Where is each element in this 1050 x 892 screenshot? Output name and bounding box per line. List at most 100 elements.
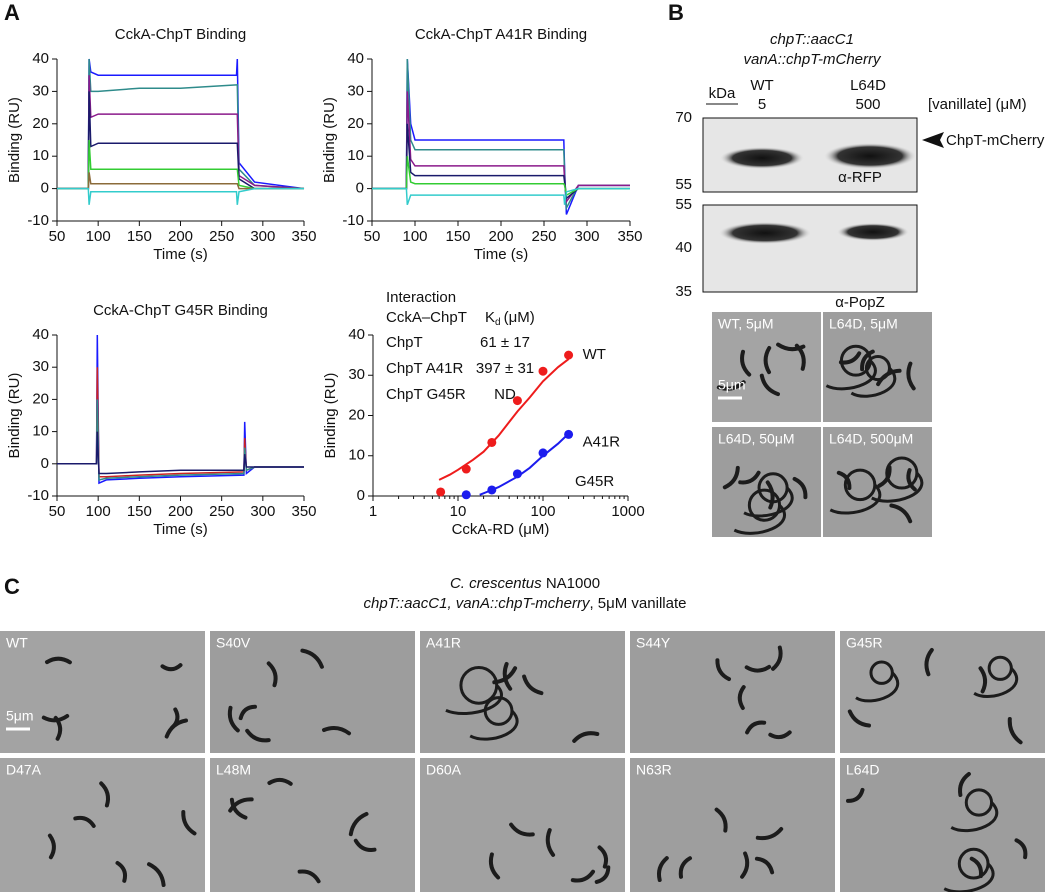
band [719, 222, 811, 244]
cell [740, 851, 750, 879]
arrowhead [922, 132, 944, 148]
y-axis-label: Binding (RU) [6, 373, 23, 459]
panel-c-title: C. crescentus NA1000 [450, 575, 600, 592]
cell [266, 661, 278, 688]
blot-title: chpT::aacC1 [770, 31, 854, 48]
x-tick-label: 100 [86, 503, 111, 520]
filament [469, 709, 519, 741]
micrograph [823, 312, 932, 422]
cell [545, 828, 556, 857]
cell [715, 658, 731, 682]
kd-unit: (μM) [504, 309, 535, 326]
cell [228, 797, 254, 813]
marker: 70 [675, 109, 692, 126]
x-tick-label: 250 [531, 228, 556, 245]
cell [509, 822, 535, 837]
cell [738, 470, 761, 485]
x-axis-label: CckA-RD (μM) [452, 521, 550, 538]
y-axis-label: Binding (RU) [321, 97, 338, 183]
scale-label: 5μm [6, 708, 34, 724]
cell [1014, 838, 1028, 860]
point [538, 366, 548, 376]
antibody: α-RFP [838, 169, 882, 186]
point [461, 490, 471, 500]
table-cell: ND [494, 386, 516, 403]
y-tick-label: 20 [32, 390, 49, 407]
micrograph-shade [630, 758, 835, 892]
sensorgram [372, 187, 630, 206]
panel-label: C [4, 574, 20, 599]
cell [958, 772, 971, 797]
x-tick-label: 200 [488, 228, 513, 245]
filament [843, 468, 877, 502]
cell [229, 797, 248, 820]
point [564, 429, 574, 439]
sensorgram [57, 75, 305, 190]
sensorgram [57, 367, 304, 478]
cell [978, 666, 988, 694]
filament [825, 359, 877, 391]
cell [300, 648, 324, 669]
y-tick-label: 30 [348, 366, 365, 383]
y-tick-label: 40 [348, 326, 365, 343]
panel-label: B [668, 0, 684, 25]
cell [906, 468, 917, 492]
kda: kDa [709, 85, 736, 102]
filament [987, 655, 1013, 681]
table-cell: ChpT A41R [386, 360, 463, 377]
sensorgram [372, 156, 630, 197]
filament [829, 483, 882, 515]
point [512, 396, 522, 406]
filament [445, 684, 503, 715]
micrograph-label: G45R [846, 635, 883, 651]
x-axis-label: Time (s) [474, 246, 528, 263]
micrograph-shade [420, 758, 625, 892]
cell [716, 380, 746, 391]
micrograph [840, 758, 1045, 892]
panel-label: A [4, 0, 20, 25]
y-tick-label: 0 [357, 487, 365, 504]
cell [678, 856, 692, 879]
x-tick-label: 100 [530, 503, 555, 520]
x-tick-label: 1 [369, 503, 377, 520]
y-tick-label: 0 [41, 180, 49, 197]
micrograph [420, 758, 625, 892]
cell [488, 852, 501, 880]
filament [850, 367, 897, 398]
lane-label: 500 [855, 96, 880, 113]
cell [846, 787, 865, 803]
y-axis-label: Binding (RU) [322, 373, 339, 459]
micrograph-label: A41R [426, 635, 461, 651]
micrograph-shade [0, 758, 205, 892]
y-tick-label: -10 [27, 212, 49, 229]
micrograph-label: D47A [6, 762, 42, 778]
micrograph [210, 758, 415, 892]
filament [943, 862, 995, 892]
x-tick-label: 300 [250, 503, 275, 520]
panel-c-subtitle: chpT::aacC1, vanA::chpT-mcherry, 5μM van… [364, 595, 687, 612]
cell [759, 373, 780, 397]
cell [763, 346, 772, 375]
y-tick-label: -10 [27, 487, 49, 504]
x-tick-label: 50 [49, 503, 66, 520]
micrograph-shade [823, 312, 932, 422]
sensorgram [372, 58, 630, 211]
micrograph-label: WT, 5μM [718, 316, 774, 332]
cell [792, 476, 808, 500]
kd: K [485, 309, 495, 326]
cell [924, 648, 934, 677]
cell [47, 833, 56, 860]
filament [855, 671, 900, 703]
table-header: Interaction [386, 289, 456, 306]
micrograph [0, 631, 205, 753]
band [824, 143, 916, 169]
y-tick-label: 20 [347, 115, 364, 132]
filament [950, 801, 999, 833]
cell [594, 865, 611, 884]
y-tick-label: 0 [41, 455, 49, 472]
annotation: G45R [575, 473, 614, 490]
cell [722, 465, 740, 490]
micrograph [0, 758, 205, 892]
y-tick-label: 10 [348, 447, 365, 464]
y-tick-label: -10 [342, 212, 364, 229]
